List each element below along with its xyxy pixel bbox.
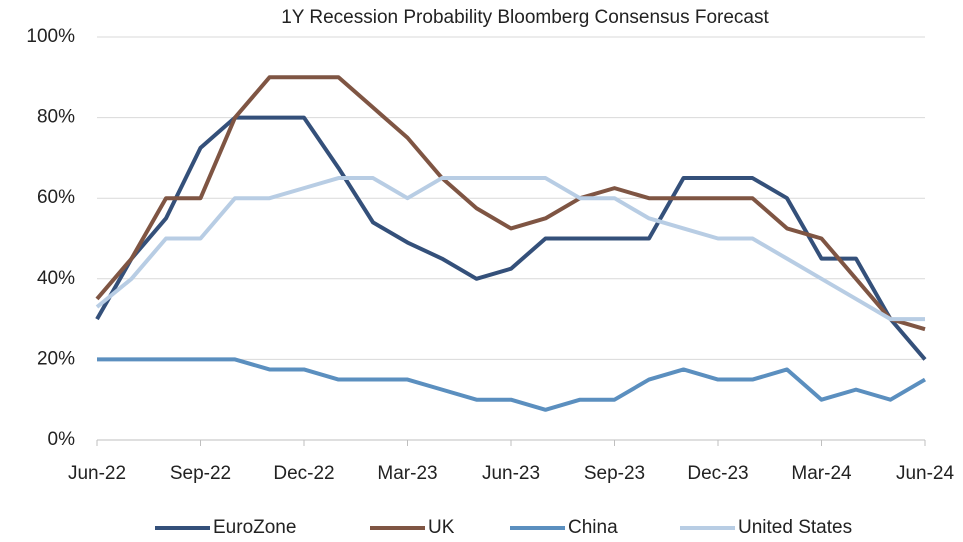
series-line [95,176,925,322]
y-tick-label: 60% [37,187,75,208]
y-tick-label: 20% [37,348,75,369]
x-tick-label: Dec-22 [273,463,334,484]
legend-label: EuroZone [213,517,296,538]
legend-label: UK [428,517,455,538]
y-tick-label: 40% [37,268,75,289]
y-tick-label: 0% [48,429,76,450]
x-tick-label: Jun-24 [896,463,955,484]
x-tick-label: Mar-24 [791,463,852,484]
legend-label: United States [738,517,852,538]
series-line [95,75,926,332]
x-tick-label: Dec-23 [687,463,748,484]
x-tick-label: Sep-23 [584,463,645,484]
x-tick-label: Jun-22 [68,463,126,484]
series-line [97,357,927,412]
legend-label: China [568,517,618,538]
x-tick-label: Jun-23 [482,463,540,484]
chart-title: 1Y Recession Probability Bloomberg Conse… [281,7,769,28]
y-tick-label: 100% [26,26,75,47]
y-tick-label: 80% [37,107,75,128]
x-tick-label: Sep-22 [170,463,231,484]
x-tick-label: Mar-23 [377,463,437,484]
